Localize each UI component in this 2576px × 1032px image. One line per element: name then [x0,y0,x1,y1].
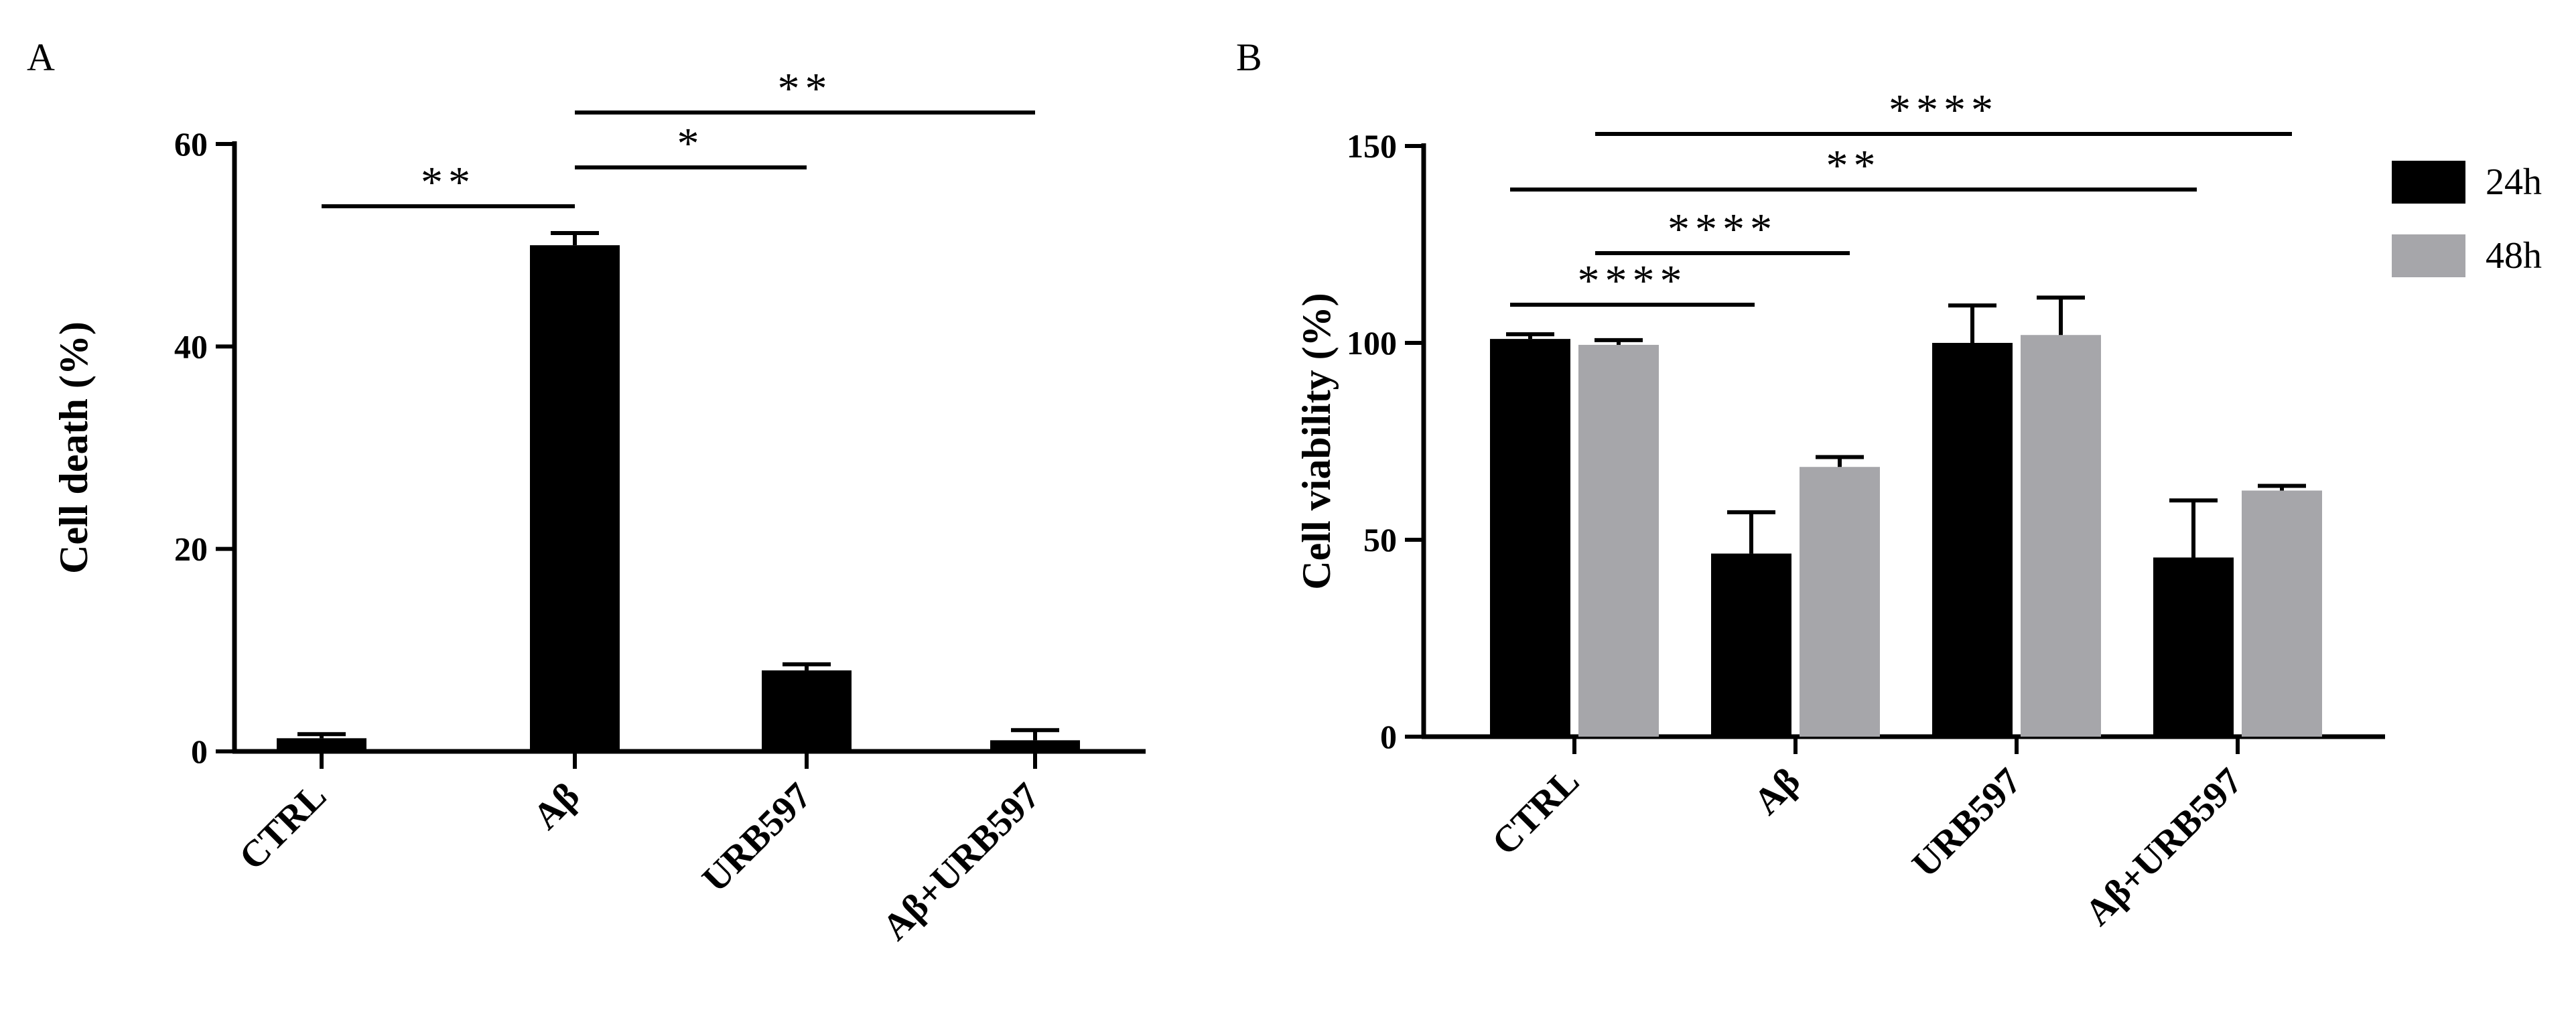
bar [762,670,852,751]
y-tick-label: 60 [174,125,208,163]
panel-b-letter: B [1236,35,1262,79]
legend-label: 48h [2486,235,2542,277]
bar [1578,344,1659,737]
bar [277,738,366,751]
x-tick-label: Aβ+URB597 [874,775,1048,948]
y-tick-label: 20 [174,530,208,568]
bar [1932,343,2013,737]
significance-label: **** [1668,205,1777,254]
x-tick-label: URB597 [1904,760,2029,885]
bar [990,740,1080,751]
bar [2242,490,2322,737]
significance-label: ** [1826,141,1881,190]
legend-swatch [2392,234,2465,277]
significance-label: * [677,119,705,168]
significance-label: **** [1889,86,1998,135]
significance-label: ** [421,158,476,207]
y-tick-label: 150 [1347,127,1397,165]
x-tick-label: Aβ [525,775,588,837]
significance-label: ** [778,64,833,113]
significance-label: **** [1578,256,1688,305]
panel-a-chart: Cell death (%) 0 20 40 60 CTRL Aβ URB597 Aβ+URB… [52,64,1146,948]
panel-b-chart: Cell viability (%) 0 50 100 150 CTRL Aβ URB597… [1294,86,2542,934]
bar [530,245,620,752]
legend-label: 24h [2486,161,2542,203]
legend-swatch [2392,161,2465,204]
bar [1800,467,1880,737]
y-axis-label: Cell viability (%) [1294,293,1339,589]
bar [1490,339,1570,737]
y-tick-label: 50 [1363,521,1397,559]
x-tick-label: CTRL [231,775,334,878]
y-tick-label: 40 [174,327,208,365]
y-tick-label: 100 [1347,324,1397,362]
bar [2153,557,2234,737]
x-tick-label: Aβ [1746,760,1808,822]
bar [2021,335,2101,737]
x-tick-label: URB597 [694,775,819,900]
y-axis-label: Cell death (%) [52,321,96,574]
bar [1711,553,1791,737]
y-tick-label: 0 [191,733,208,770]
x-tick-label: CTRL [1484,760,1587,863]
x-tick-label: Aβ+URB597 [2077,760,2250,934]
y-tick-label: 0 [1380,718,1397,755]
panel-a-letter: A [27,35,55,79]
